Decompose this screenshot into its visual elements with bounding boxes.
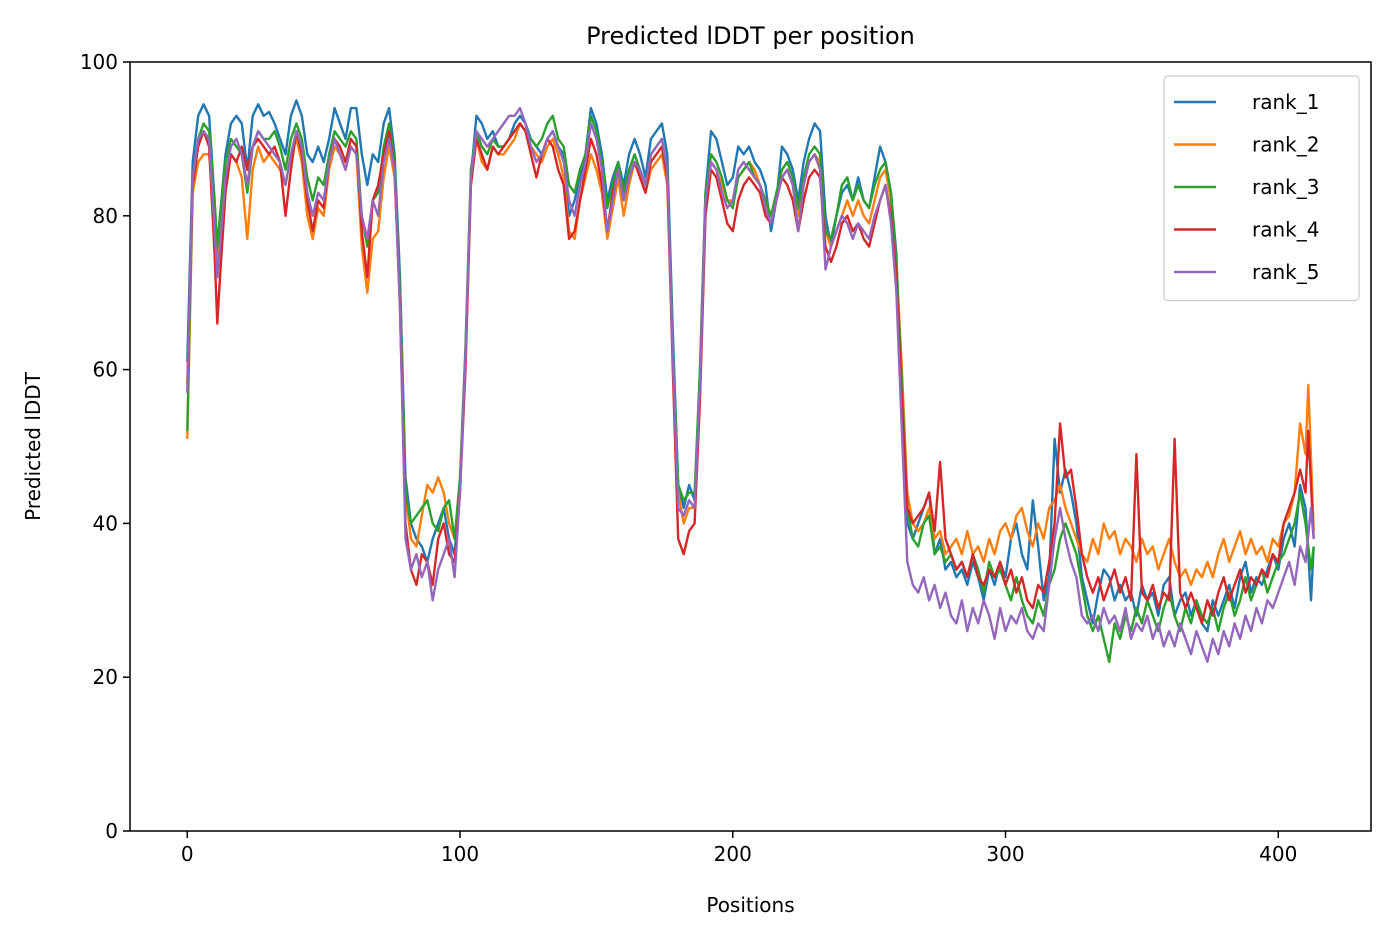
x-axis-title: Positions bbox=[706, 893, 794, 917]
x-tick-label: 100 bbox=[441, 842, 479, 866]
series-line-rank-5 bbox=[186, 106, 1315, 663]
series-line-rank-4 bbox=[186, 122, 1315, 625]
legend-label: rank_3 bbox=[1252, 175, 1319, 199]
legend-label: rank_5 bbox=[1252, 260, 1319, 284]
legend-item-rank-4: rank_4 bbox=[1174, 218, 1319, 242]
x-tick-label: 400 bbox=[1259, 842, 1297, 866]
series-line-rank-1 bbox=[186, 99, 1315, 633]
legend-item-rank-5: rank_5 bbox=[1174, 260, 1319, 284]
y-tick-label: 20 bbox=[93, 665, 118, 689]
legend-item-rank-2: rank_2 bbox=[1174, 133, 1319, 157]
x-axis: 0 100 200 300 400 bbox=[181, 831, 1297, 866]
y-tick-label: 100 bbox=[80, 50, 118, 74]
y-tick-label: 80 bbox=[93, 204, 118, 228]
legend-item-rank-1: rank_1 bbox=[1174, 90, 1319, 114]
legend-label: rank_4 bbox=[1252, 218, 1319, 242]
series-layer bbox=[186, 99, 1315, 663]
legend: rank_1 rank_2 rank_3 rank_4 rank_5 bbox=[1163, 75, 1360, 302]
x-tick-label: 200 bbox=[714, 842, 752, 866]
y-tick-label: 0 bbox=[105, 819, 118, 843]
chart-title: Predicted lDDT per position bbox=[586, 22, 915, 50]
y-tick-label: 40 bbox=[93, 511, 118, 535]
legend-item-rank-3: rank_3 bbox=[1174, 175, 1319, 199]
x-tick-label: 300 bbox=[986, 842, 1024, 866]
y-axis-title: Predicted lDDT bbox=[21, 371, 45, 521]
legend-label: rank_1 bbox=[1252, 90, 1319, 114]
y-axis: 0 20 40 60 80 100 bbox=[80, 50, 130, 843]
legend-label: rank_2 bbox=[1252, 133, 1319, 157]
plot-frame bbox=[129, 61, 1372, 832]
legend-box bbox=[1163, 75, 1360, 302]
y-tick-label: 60 bbox=[93, 358, 118, 382]
x-tick-label: 0 bbox=[181, 842, 194, 866]
